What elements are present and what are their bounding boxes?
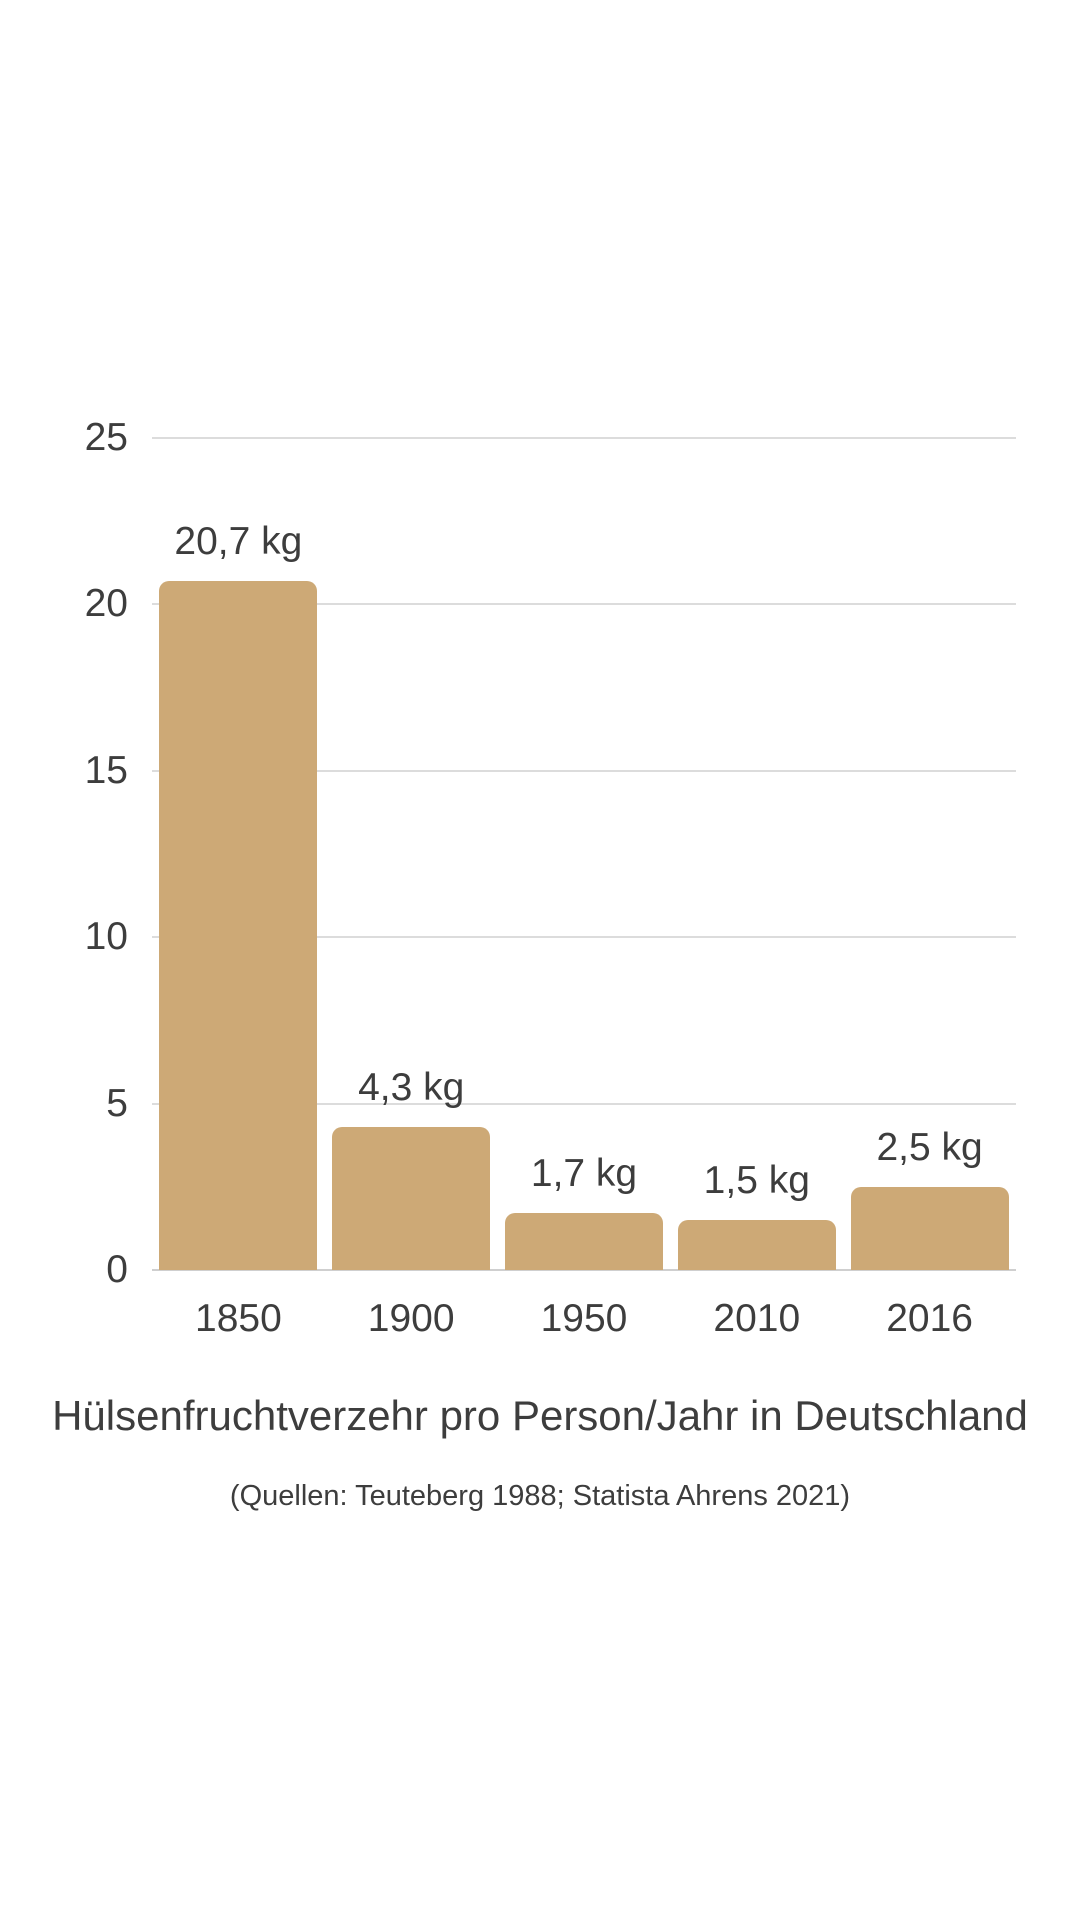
bar-value-label-2016: 2,5 kg (876, 1125, 983, 1169)
y-axis-tick-label-25: 25 (84, 415, 128, 459)
y-axis-tick-label-10: 10 (84, 915, 128, 958)
x-axis-category-label-2010: 2010 (713, 1297, 801, 1340)
y-axis-tick-label-20: 20 (84, 582, 128, 625)
chart-title: Hülsenfruchtverzehr pro Person/Jahr in D… (52, 1392, 1028, 1439)
bar-1850 (159, 580, 318, 1270)
gridline-10 (152, 936, 1016, 938)
y-axis-tick-label-0: 0 (106, 1248, 128, 1291)
gridline-25 (152, 436, 1016, 439)
bar-2016 (850, 1186, 1009, 1270)
chart-source-note: (Quellen: Teuteberg 1988; Statista Ahren… (229, 1480, 851, 1512)
bar-value-label-1950: 1,7 kg (530, 1152, 638, 1196)
bar-1950 (505, 1213, 663, 1270)
x-axis-category-label-1850: 1850 (195, 1297, 282, 1340)
bar-value-label-2010: 1,5 kg (703, 1159, 810, 1203)
x-axis-category-label-2016: 2016 (886, 1297, 973, 1340)
y-axis-tick-label-5: 5 (106, 1081, 128, 1125)
bar-value-label-1850: 20,7 kg (174, 519, 303, 563)
gridline-15 (152, 769, 1016, 772)
y-axis-tick-label-15: 15 (84, 748, 128, 792)
x-axis-category-label-1900: 1900 (367, 1297, 455, 1340)
gridline-5 (152, 1102, 1016, 1105)
gridline-0 (152, 1269, 1016, 1271)
x-axis-category-label-1950: 1950 (540, 1297, 628, 1340)
bar-2010 (677, 1220, 836, 1270)
bar-value-label-1900: 4,3 kg (358, 1065, 465, 1109)
gridline-20 (152, 603, 1016, 605)
bar-1900 (332, 1126, 491, 1270)
